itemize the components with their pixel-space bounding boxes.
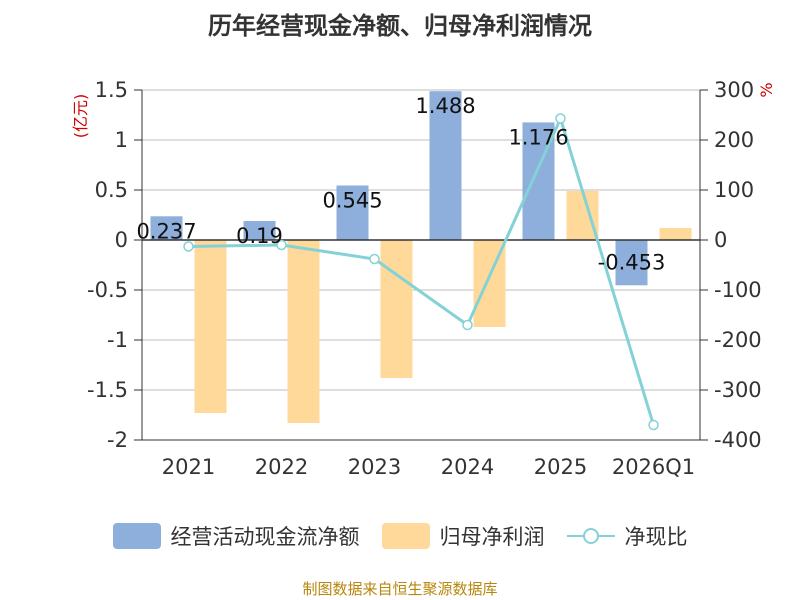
bar-net-profit [566,191,599,240]
x-tick-label: 2026Q1 [612,455,695,479]
bar-net-profit [380,240,413,378]
bars-layer [150,91,692,423]
legend-label-cash-flow: 经营活动现金流净额 [170,525,360,549]
data-label-cash-flow: -0.453 [598,250,666,274]
right-tick-label: -200 [714,328,762,352]
bar-net-profit [287,240,320,423]
left-tick-label: 0 [115,228,128,252]
legend-swatch-net-profit [381,523,430,549]
bar-net-profit [659,228,692,240]
right-tick-label: 100 [714,178,754,202]
bar-cash-flow [615,240,648,286]
legend-swatch-cash-ratio [566,523,615,549]
left-tick-label: 1 [115,128,128,152]
bar-net-profit [194,240,227,413]
left-tick-label: 1.5 [95,78,128,102]
right-tick-label: -100 [714,278,762,302]
data-label-cash-flow: 0.19 [236,224,283,248]
point-cash-ratio [462,319,473,331]
legend-item-net-profit[interactable]: 归母净利润 [381,521,545,551]
left-tick-label: -2 [107,428,128,452]
bar-cash-flow [429,91,462,240]
label-layer: 0.237 0.19 0.545 1.488 1.176 -0.453 [136,94,665,274]
left-tick-label: -0.5 [87,278,128,302]
x-tick-label: 2024 [441,455,494,479]
left-tick-label: 0.5 [95,178,128,202]
right-axis-unit: % [757,82,776,97]
legend-label-net-profit: 归母净利润 [439,525,545,549]
left-tick-label: -1.5 [87,378,128,402]
point-cash-ratio [369,253,380,265]
legend-item-cash-ratio[interactable]: 净现比 [566,521,688,551]
data-label-cash-flow: 1.176 [508,125,568,149]
left-tick-label: -1 [107,328,128,352]
left-axis-unit: (亿元) [71,94,90,139]
right-tick-label: 200 [714,128,754,152]
bar-cash-flow [243,221,276,240]
right-tick-label: 0 [714,228,727,252]
chart-title: 历年经营现金净额、归母净利润情况 [208,12,592,40]
point-cash-ratio [555,113,566,124]
x-tick-label: 2021 [162,455,215,479]
point-cash-ratio [183,241,194,252]
point-cash-ratio [276,239,287,251]
data-label-cash-flow: 0.545 [322,189,382,213]
axis-layer: 1.5 1 0.5 0 -0.5 -1 -1.5 -2 300 200 100 0 -100 -200 -3… [71,78,776,479]
data-label-cash-flow: 1.488 [415,94,475,118]
point-cash-ratio [648,419,659,431]
legend: 经营活动现金流净额 归母净利润 净现比 [0,516,800,556]
x-tick-label: 2022 [255,455,308,479]
legend-item-cash-flow[interactable]: 经营活动现金流净额 [112,521,360,551]
data-label-cash-flow: 0.237 [136,219,196,243]
bar-cash-flow [336,185,369,240]
bar-cash-flow [150,216,183,240]
line-cash-ratio [188,114,655,426]
x-tick-label: 2025 [534,455,587,479]
right-tick-label: -400 [714,428,762,452]
legend-label-cash-ratio: 净现比 [624,525,688,549]
x-tick-label: 2023 [348,455,401,479]
right-tick-label: -300 [714,378,762,402]
right-tick-label: 300 [714,78,754,102]
line-layer [183,113,659,431]
legend-swatch-cash-flow [112,523,161,549]
source-note: 制图数据来自恒生聚源数据库 [302,580,498,598]
